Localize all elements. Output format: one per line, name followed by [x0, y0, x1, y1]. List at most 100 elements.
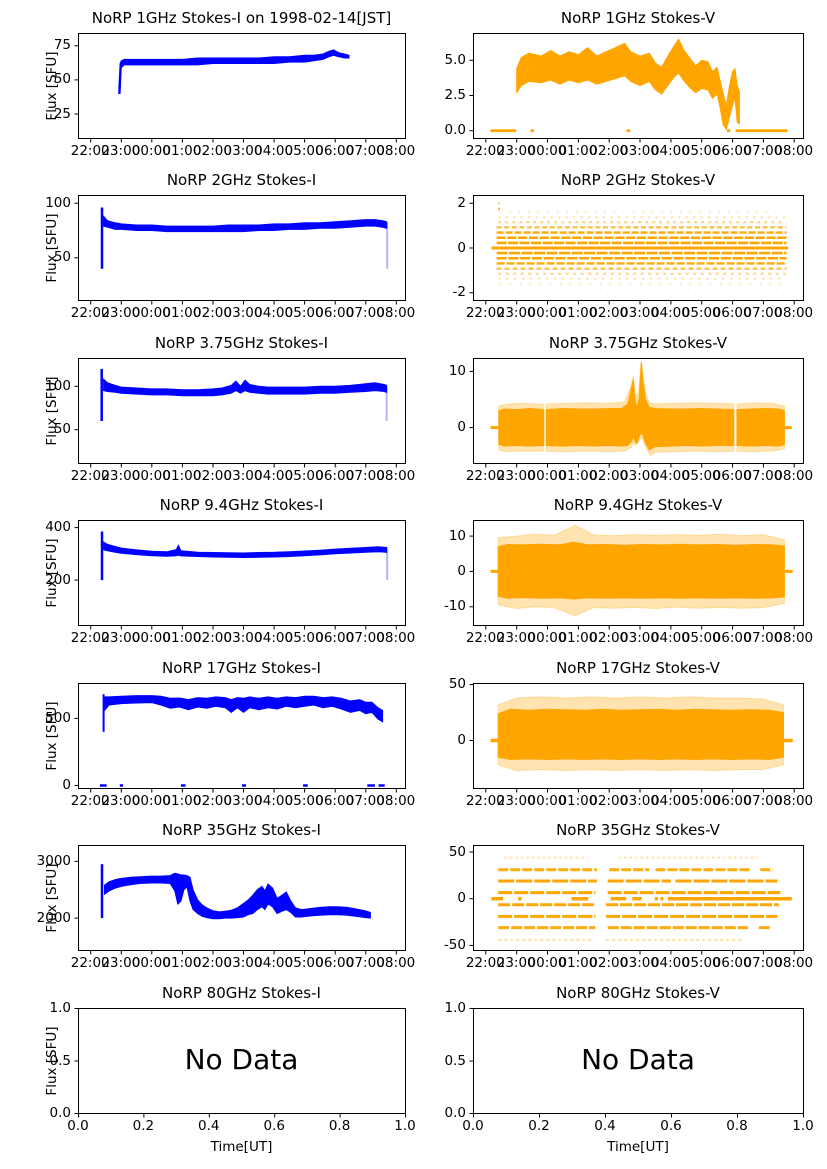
y-tick-label: 0.5 — [49, 1052, 71, 1069]
y-tick-label: 50 — [53, 249, 71, 266]
x-tick-label: 03:00 — [620, 468, 659, 484]
series-band — [103, 214, 388, 233]
x-tick-label: 22:00 — [465, 305, 505, 321]
plot-frame — [473, 520, 804, 626]
x-tick-label: 07:00 — [743, 630, 783, 646]
y-axis-label: Flux [SFU] — [44, 537, 60, 608]
plot-frame — [78, 683, 406, 789]
x-tick-label: 07:00 — [743, 305, 783, 321]
x-tick-label: 22:00 — [465, 955, 505, 971]
y-tick-label: 0.0 — [49, 1105, 71, 1121]
x-tick-label: 23:00 — [496, 468, 536, 484]
series-band — [103, 378, 388, 397]
x-tick-label: 0.6 — [263, 1118, 285, 1134]
no-data-text: No Data — [581, 1042, 695, 1076]
x-tick-label: 06:00 — [315, 630, 355, 646]
panel-norp-35ghz-stokes-v-axes — [469, 845, 804, 955]
y-tick-label: -2 — [452, 284, 466, 301]
x-tick-label: 06:00 — [315, 793, 355, 809]
series-band — [497, 541, 785, 600]
plot-frame — [473, 683, 804, 789]
panel-norp-9.4ghz-stokes-i-series — [100, 531, 389, 581]
panel-norp-3.75ghz-stokes-v-series — [490, 360, 792, 457]
x-tick-label: 1.0 — [394, 1118, 416, 1134]
y-tick-label: 10 — [448, 527, 466, 544]
x-tick-label: 23:00 — [496, 630, 536, 646]
x-tick-label: 01:00 — [162, 143, 202, 159]
y-tick-label: 75 — [53, 37, 71, 54]
x-tick-label: 01:00 — [558, 143, 598, 159]
y-tick-label: 50 — [53, 71, 71, 88]
x-tick-label: 00:00 — [527, 955, 567, 971]
subplot-title: NoRP 1GHz Stokes-I on 1998-02-14[JST] — [91, 9, 392, 27]
plot-frame — [473, 33, 804, 139]
x-tick-label: 01:00 — [558, 793, 598, 809]
y-tick-label: 0 — [457, 732, 466, 748]
x-tick-label: 04:00 — [254, 305, 294, 321]
panel-norp-2ghz-stokes-v-axes — [469, 195, 804, 305]
x-tick-label: 01:00 — [558, 305, 598, 321]
x-tick-label: 08:00 — [376, 468, 416, 484]
x-tick-label: 07:00 — [743, 955, 783, 971]
x-tick-label: 00:00 — [527, 630, 567, 646]
subplot-title: NoRP 9.4GHz Stokes-V — [553, 496, 723, 514]
x-tick-label: 04:00 — [650, 468, 690, 484]
x-tick-label: 07:00 — [345, 793, 385, 809]
y-tick-label: -50 — [443, 936, 466, 953]
x-tick-label: 23:00 — [101, 630, 141, 646]
x-tick-label: 06:00 — [315, 143, 355, 159]
series-band — [118, 49, 350, 94]
panel-norp-17ghz-stokes-i-series — [99, 694, 385, 787]
x-tick-label: 0.4 — [198, 1118, 220, 1134]
x-tick-label: 03:00 — [223, 793, 263, 809]
plot-frame — [78, 33, 406, 139]
x-tick-label: 00:00 — [527, 143, 567, 159]
x-tick-label: 23:00 — [496, 143, 536, 159]
panel-norp-17ghz-stokes-v-series — [490, 696, 793, 772]
y-tick-label: 2 — [457, 194, 466, 211]
x-tick-label: 00:00 — [527, 305, 567, 321]
x-tick-label: 04:00 — [650, 793, 690, 809]
x-tick-label: 04:00 — [254, 630, 294, 646]
x-tick-label: 08:00 — [774, 955, 814, 971]
x-tick-label: 06:00 — [712, 305, 752, 321]
x-tick-label: 22:00 — [70, 468, 110, 484]
x-tick-label: 05:00 — [284, 955, 324, 971]
panel-norp-1ghz-stokes-v-axes — [469, 33, 804, 143]
panel-norp-1ghz-stokes-i-axes — [74, 33, 406, 143]
x-tick-label: 0.6 — [660, 1118, 682, 1134]
panel-norp-17ghz-stokes-i-axes — [74, 683, 406, 793]
x-tick-label: 07:00 — [345, 955, 385, 971]
y-axis-label: Flux [SFU] — [44, 1025, 60, 1096]
x-tick-label: 03:00 — [620, 793, 659, 809]
x-tick-label: 01:00 — [558, 955, 598, 971]
x-tick-label: 00:00 — [131, 955, 171, 971]
panel-norp-35ghz-stokes-i-axes — [74, 845, 406, 955]
y-tick-label: 2000 — [36, 909, 71, 926]
y-tick-label: 0 — [457, 562, 466, 579]
x-tick-label: 04:00 — [650, 630, 690, 646]
subplot-title: NoRP 17GHz Stokes-I — [162, 659, 321, 677]
x-tick-label: 23:00 — [496, 955, 536, 971]
y-tick-label: 100 — [45, 377, 71, 394]
x-tick-label: 01:00 — [558, 630, 598, 646]
subplot-title: NoRP 35GHz Stokes-V — [556, 821, 720, 839]
x-tick-label: 03:00 — [223, 630, 263, 646]
x-tick-label: 03:00 — [620, 305, 659, 321]
y-tick-label: 200 — [45, 571, 71, 588]
x-tick-label: 03:00 — [223, 305, 263, 321]
x-tick-label: 02:00 — [589, 143, 629, 159]
series-band — [736, 407, 785, 447]
x-tick-label: 06:00 — [315, 468, 355, 484]
y-tick-label: 50 — [53, 421, 71, 438]
panel-norp-80ghz-stokes-i-axes — [74, 1008, 406, 1118]
x-tick-label: 06:00 — [315, 955, 355, 971]
x-tick-label: 07:00 — [743, 468, 783, 484]
y-tick-label: 0.0 — [444, 1105, 466, 1121]
panel-norp-1ghz-stokes-v-series — [490, 38, 788, 133]
y-axis-label: Flux [SFU] — [44, 862, 60, 933]
x-tick-label: 04:00 — [650, 143, 690, 159]
plot-frame — [473, 358, 804, 464]
panel-norp-35ghz-stokes-v-series — [491, 856, 792, 941]
x-tick-label: 06:00 — [712, 468, 752, 484]
